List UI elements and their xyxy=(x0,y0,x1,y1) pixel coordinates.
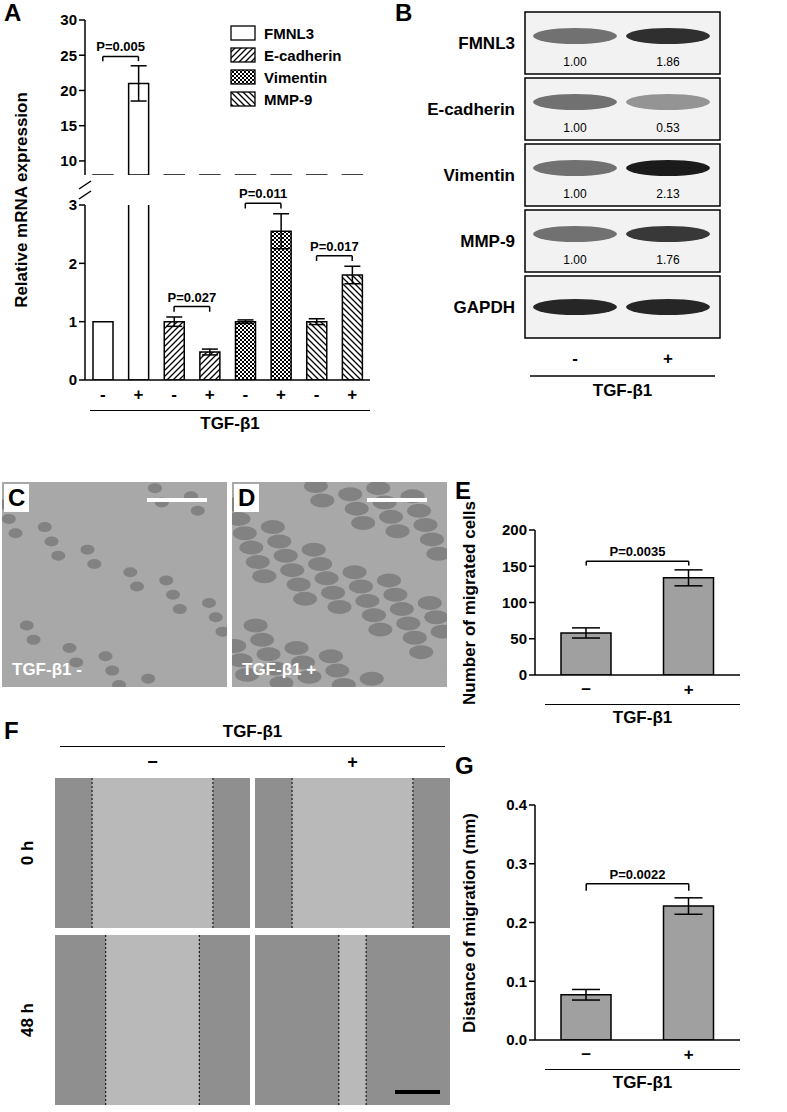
svg-text:E-cadherin: E-cadherin xyxy=(427,100,515,119)
svg-text:1.76: 1.76 xyxy=(656,253,680,267)
svg-text:+: + xyxy=(205,385,215,404)
svg-text:1.00: 1.00 xyxy=(563,121,587,135)
svg-text:1: 1 xyxy=(69,313,77,330)
html-text:MMP-9: MMP-9 xyxy=(264,90,313,108)
svg-text:FMNL3: FMNL3 xyxy=(458,34,515,53)
svg-text:+: + xyxy=(663,349,673,368)
svg-text:0.53: 0.53 xyxy=(656,121,680,135)
html-text:F: F xyxy=(4,717,19,744)
svg-text:-: - xyxy=(314,385,320,404)
html-text:D: D xyxy=(238,484,256,511)
html-text:TGF-β1: TGF-β1 xyxy=(200,414,260,433)
svg-text:P=0.0022: P=0.0022 xyxy=(609,867,665,882)
svg-text:P=0.005: P=0.005 xyxy=(96,39,145,54)
svg-text:-: - xyxy=(100,385,106,404)
svg-text:100: 100 xyxy=(502,594,527,611)
html-text:TGF-β1: TGF-β1 xyxy=(612,1073,673,1092)
svg-text:1.00: 1.00 xyxy=(563,187,587,201)
svg-text:P=0.011: P=0.011 xyxy=(239,186,287,201)
html-text:E-cadherin: E-cadherin xyxy=(264,46,342,64)
svg-text:1.86: 1.86 xyxy=(656,55,680,69)
svg-text:MMP-9: MMP-9 xyxy=(460,232,515,251)
svg-text:+: + xyxy=(347,385,357,404)
svg-text:−: − xyxy=(581,1045,591,1064)
html-text:Distance of migration (mm): Distance of migration (mm) xyxy=(460,812,479,1033)
svg-text:P=0.017: P=0.017 xyxy=(310,239,359,254)
svg-text:1.00: 1.00 xyxy=(563,55,587,69)
svg-text:−: − xyxy=(581,680,591,699)
html-text:0 h: 0 h xyxy=(18,840,37,866)
svg-text:P=0.0035: P=0.0035 xyxy=(609,544,665,559)
svg-text:0: 0 xyxy=(69,371,77,388)
svg-text:-: - xyxy=(171,385,177,404)
svg-text:2: 2 xyxy=(69,255,77,272)
svg-text:30: 30 xyxy=(60,11,77,28)
svg-text:10: 10 xyxy=(60,152,77,169)
svg-text:TGF-β1 +: TGF-β1 + xyxy=(242,660,316,679)
svg-text:2.13: 2.13 xyxy=(656,187,680,201)
svg-text:P=0.027: P=0.027 xyxy=(167,290,216,305)
html-text:Number of migrated cells: Number of migrated cells xyxy=(460,500,479,705)
html-text:G: G xyxy=(455,752,474,779)
html-text:48 h: 48 h xyxy=(18,1003,37,1037)
html-text:Vimentin: Vimentin xyxy=(264,68,328,86)
svg-text:GAPDH: GAPDH xyxy=(454,298,515,317)
svg-text:200: 200 xyxy=(502,521,527,538)
svg-text:+: + xyxy=(684,680,694,699)
svg-text:0: 0 xyxy=(519,666,527,683)
svg-text:TGF-β1 -: TGF-β1 - xyxy=(12,660,82,679)
html-text:Relative mRNA expression: Relative mRNA expression xyxy=(12,92,31,308)
svg-text:3: 3 xyxy=(69,196,77,213)
svg-text:1.00: 1.00 xyxy=(563,253,587,267)
svg-text:0.1: 0.1 xyxy=(506,973,527,990)
html-text:TGF-β1: TGF-β1 xyxy=(612,708,673,727)
html-text:C: C xyxy=(8,484,26,511)
html-text:FMNL3: FMNL3 xyxy=(264,24,314,42)
html-text:TGF-β1: TGF-β1 xyxy=(222,722,283,741)
svg-text:0.4: 0.4 xyxy=(506,796,528,813)
html-text:B: B xyxy=(395,0,413,26)
svg-text:+: + xyxy=(133,385,143,404)
svg-text:50: 50 xyxy=(510,630,527,647)
svg-text:25: 25 xyxy=(60,47,77,64)
svg-text:+: + xyxy=(276,385,286,404)
svg-text:0.2: 0.2 xyxy=(506,914,527,931)
svg-text:+: + xyxy=(684,1045,694,1064)
html-text:E: E xyxy=(455,477,471,504)
svg-text:-: - xyxy=(242,385,248,404)
svg-text:Vimentin: Vimentin xyxy=(444,166,515,185)
svg-text:15: 15 xyxy=(60,117,77,134)
svg-text:20: 20 xyxy=(60,82,77,99)
html-text:A: A xyxy=(4,0,22,26)
svg-text:TGF-β1: TGF-β1 xyxy=(593,381,652,400)
svg-text:150: 150 xyxy=(502,558,527,575)
svg-text:0.3: 0.3 xyxy=(506,855,527,872)
svg-text:-: - xyxy=(572,349,578,368)
svg-text:0.0: 0.0 xyxy=(506,1031,527,1048)
